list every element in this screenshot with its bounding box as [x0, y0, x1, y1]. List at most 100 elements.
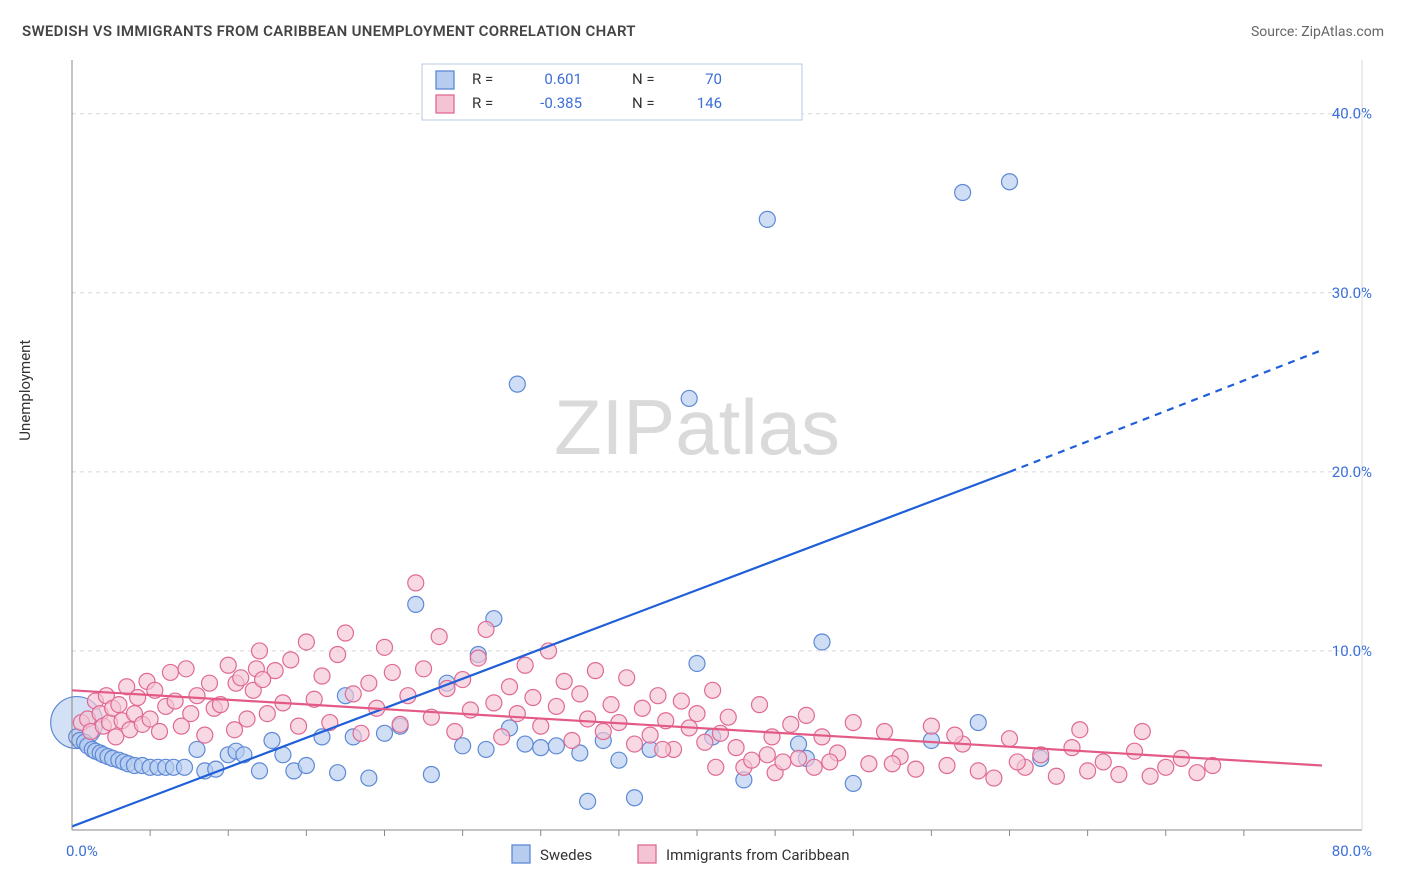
- scatter-point: [111, 697, 127, 713]
- scatter-point: [595, 724, 611, 740]
- scatter-point: [189, 688, 205, 704]
- scatter-point: [580, 793, 596, 809]
- scatter-point: [361, 770, 377, 786]
- scatter-point: [330, 765, 346, 781]
- scatter-point: [486, 695, 502, 711]
- scatter-point: [252, 763, 268, 779]
- scatter-point: [1072, 722, 1088, 738]
- legend-n-value: 146: [697, 94, 722, 112]
- scatter-point: [884, 756, 900, 772]
- scatter-point: [431, 629, 447, 645]
- scatter-point: [1002, 174, 1018, 190]
- bottom-legend-label: Swedes: [540, 846, 592, 864]
- scatter-point: [408, 575, 424, 591]
- y-tick-label: 10.0%: [1332, 642, 1372, 660]
- scatter-point: [611, 752, 627, 768]
- scatter-point: [162, 664, 178, 680]
- legend-r-label: R =: [472, 70, 493, 88]
- legend-r-value: 0.601: [544, 70, 582, 88]
- scatter-point: [314, 668, 330, 684]
- legend-n-label: N =: [632, 94, 655, 112]
- scatter-point: [619, 670, 635, 686]
- scatter-point: [1134, 724, 1150, 740]
- scatter-point: [233, 670, 249, 686]
- scatter-point: [416, 661, 432, 677]
- scatter-point: [947, 727, 963, 743]
- scatter-point: [361, 675, 377, 691]
- scatter-point: [178, 661, 194, 677]
- scatter-point: [478, 621, 494, 637]
- scatter-point: [533, 740, 549, 756]
- scatter-point: [130, 689, 146, 705]
- scatter-point: [1080, 763, 1096, 779]
- scatter-point: [298, 634, 314, 650]
- x-tick-label: 80.0%: [1332, 842, 1372, 860]
- scatter-point: [708, 759, 724, 775]
- scatter-point: [923, 718, 939, 734]
- header-row: SWEDISH VS IMMIGRANTS FROM CARIBBEAN UNE…: [22, 22, 1384, 40]
- scatter-point: [1189, 765, 1205, 781]
- scatter-point: [525, 689, 541, 705]
- legend-swatch: [436, 95, 454, 113]
- scatter-point: [775, 754, 791, 770]
- scatter-point: [642, 727, 658, 743]
- y-tick-label: 20.0%: [1332, 463, 1372, 481]
- scatter-point: [447, 724, 463, 740]
- scatter-point: [408, 596, 424, 612]
- scatter-point: [517, 736, 533, 752]
- scatter-point: [564, 732, 580, 748]
- scatter-point: [384, 664, 400, 680]
- scatter-point: [330, 647, 346, 663]
- scatter-point: [239, 711, 255, 727]
- scatter-point: [673, 693, 689, 709]
- scatter-point: [798, 707, 814, 723]
- scatter-point: [264, 732, 280, 748]
- scatter-point: [189, 741, 205, 757]
- scatter-point: [572, 686, 588, 702]
- scatter-point: [783, 716, 799, 732]
- scatter-point: [752, 697, 768, 713]
- legend-n-value: 70: [705, 70, 722, 88]
- scatter-point: [255, 672, 271, 688]
- scatter-point: [509, 706, 525, 722]
- chart-title: SWEDISH VS IMMIGRANTS FROM CARIBBEAN UNE…: [22, 22, 636, 40]
- source-label: Source:: [1251, 24, 1301, 40]
- scatter-point: [655, 741, 671, 757]
- scatter-point: [744, 752, 760, 768]
- scatter-point: [220, 657, 236, 673]
- scatter-point: [845, 715, 861, 731]
- scatter-point: [177, 759, 193, 775]
- scatter-point: [533, 718, 549, 734]
- scatter-point: [502, 679, 518, 695]
- source-attribution: Source: ZipAtlas.com: [1251, 24, 1384, 40]
- scatter-point: [377, 639, 393, 655]
- scatter-point: [627, 790, 643, 806]
- scatter-point: [337, 625, 353, 641]
- scatter-point: [1064, 740, 1080, 756]
- legend-r-label: R =: [472, 94, 493, 112]
- scatter-point: [556, 673, 572, 689]
- scatter-point: [1111, 766, 1127, 782]
- scatter-point: [955, 185, 971, 201]
- scatter-point: [720, 709, 736, 725]
- chart-svg: ZIPatlas0.0%80.0%10.0%20.0%30.0%40.0%R =…: [22, 60, 1384, 882]
- scatter-point: [455, 738, 471, 754]
- chart-container: Unemployment ZIPatlas0.0%80.0%10.0%20.0%…: [22, 60, 1384, 882]
- bottom-legend-label: Immigrants from Caribbean: [666, 846, 850, 864]
- scatter-point: [283, 652, 299, 668]
- scatter-point: [345, 686, 361, 702]
- scatter-point: [470, 650, 486, 666]
- scatter-point: [822, 754, 838, 770]
- scatter-point: [791, 736, 807, 752]
- scatter-point: [759, 747, 775, 763]
- regression-line: [72, 472, 1010, 827]
- scatter-point: [548, 698, 564, 714]
- bottom-legend-swatch: [638, 845, 656, 863]
- scatter-point: [712, 725, 728, 741]
- scatter-point: [908, 761, 924, 777]
- scatter-point: [705, 682, 721, 698]
- scatter-point: [1095, 754, 1111, 770]
- y-tick-label: 30.0%: [1332, 284, 1372, 302]
- scatter-point: [509, 376, 525, 392]
- source-name: ZipAtlas.com: [1301, 24, 1384, 40]
